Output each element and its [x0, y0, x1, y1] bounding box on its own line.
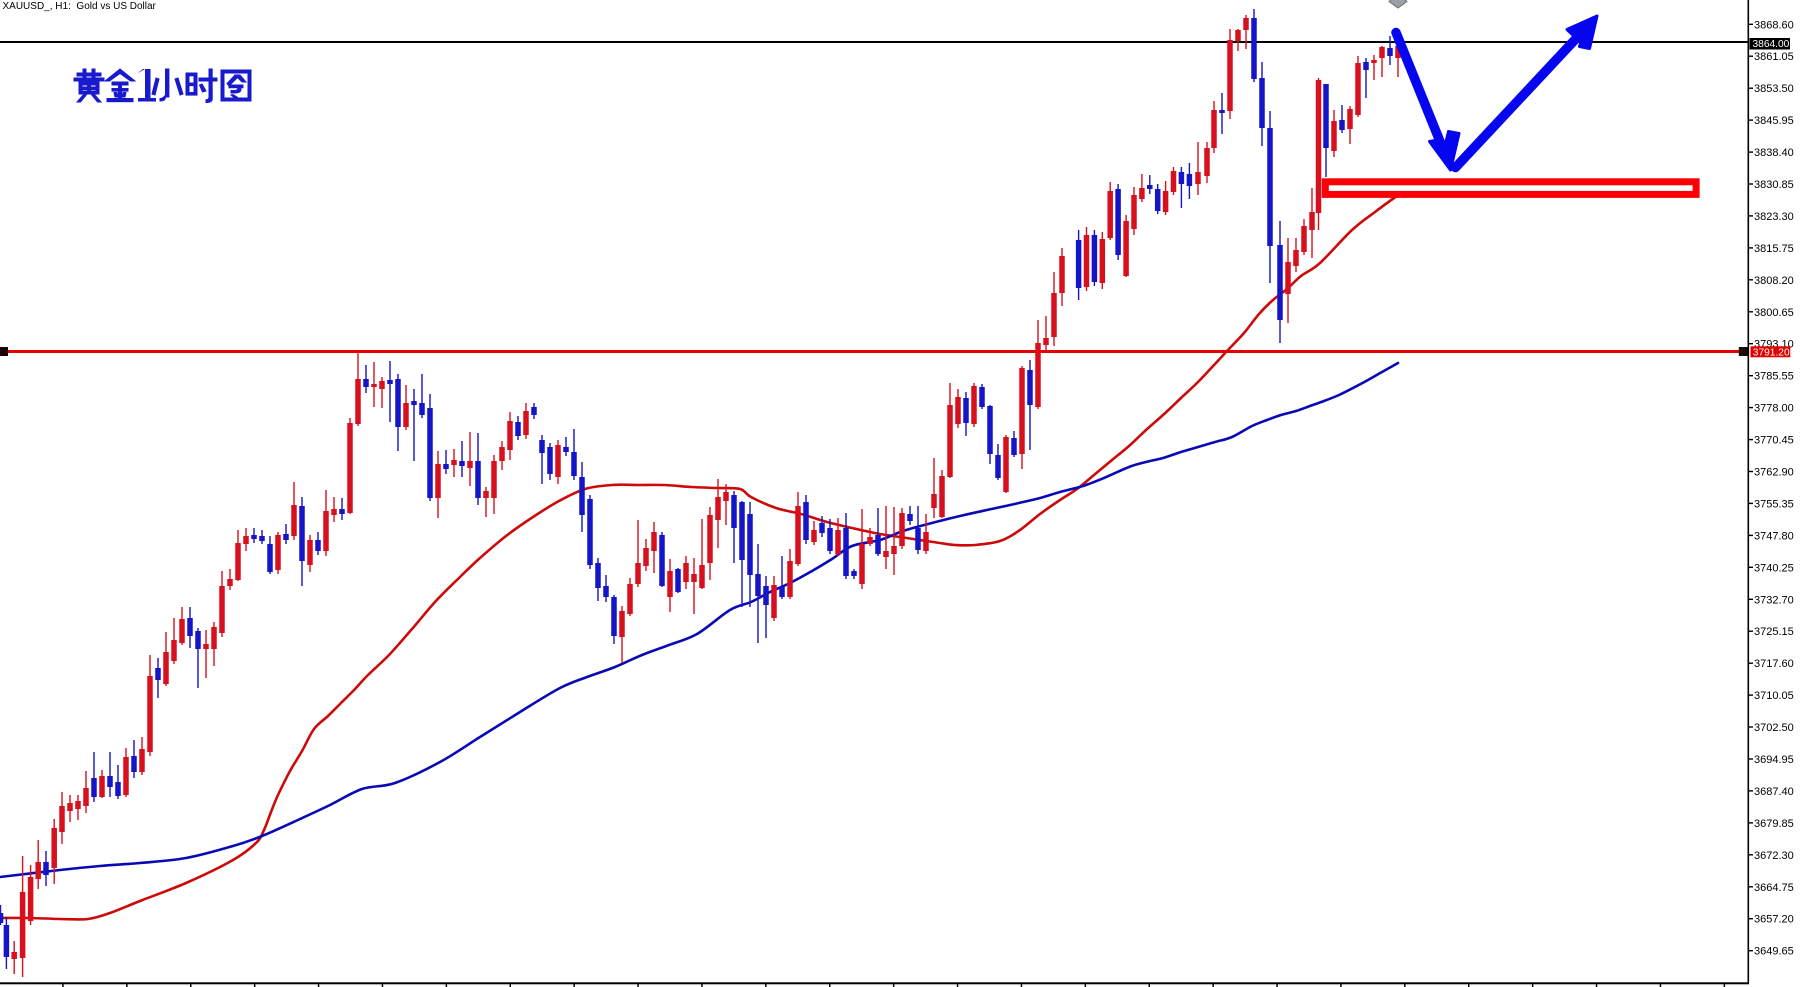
- svg-text:3740.25: 3740.25: [1754, 562, 1794, 574]
- svg-text:3815.75: 3815.75: [1754, 243, 1794, 255]
- svg-text:3710.05: 3710.05: [1754, 690, 1794, 702]
- svg-text:3845.95: 3845.95: [1754, 115, 1794, 127]
- svg-text:3853.50: 3853.50: [1754, 83, 1794, 95]
- svg-text:3762.90: 3762.90: [1754, 467, 1794, 479]
- svg-text:3755.35: 3755.35: [1754, 498, 1794, 510]
- svg-text:3791.20: 3791.20: [1753, 347, 1790, 358]
- svg-text:3770.45: 3770.45: [1754, 435, 1794, 447]
- svg-text:3785.55: 3785.55: [1754, 371, 1794, 383]
- svg-text:3679.85: 3679.85: [1754, 818, 1794, 830]
- svg-text:3702.50: 3702.50: [1754, 722, 1794, 734]
- svg-text:3725.15: 3725.15: [1754, 626, 1794, 638]
- svg-text:3838.40: 3838.40: [1754, 147, 1794, 159]
- svg-text:3830.85: 3830.85: [1754, 179, 1794, 191]
- svg-text:3649.65: 3649.65: [1754, 946, 1794, 958]
- svg-text:3868.60: 3868.60: [1754, 19, 1794, 31]
- svg-text:3694.95: 3694.95: [1754, 754, 1794, 766]
- svg-text:3808.20: 3808.20: [1754, 275, 1794, 287]
- svg-text:3861.05: 3861.05: [1754, 51, 1794, 63]
- svg-text:3664.75: 3664.75: [1754, 882, 1794, 894]
- svg-text:3747.80: 3747.80: [1754, 530, 1794, 542]
- svg-text:3800.65: 3800.65: [1754, 307, 1794, 319]
- svg-text:3823.30: 3823.30: [1754, 211, 1794, 223]
- svg-text:XAUUSD_, H1: Gold vs US Dolla: XAUUSD_, H1: Gold vs US Dollar: [3, 1, 157, 12]
- svg-text:3657.20: 3657.20: [1754, 914, 1794, 926]
- svg-text:3672.30: 3672.30: [1754, 850, 1794, 862]
- svg-text:3864.00: 3864.00: [1753, 39, 1790, 50]
- svg-text:3687.40: 3687.40: [1754, 786, 1794, 798]
- svg-text:3732.70: 3732.70: [1754, 594, 1794, 606]
- svg-text:3717.60: 3717.60: [1754, 658, 1794, 670]
- svg-text:3778.00: 3778.00: [1754, 403, 1794, 415]
